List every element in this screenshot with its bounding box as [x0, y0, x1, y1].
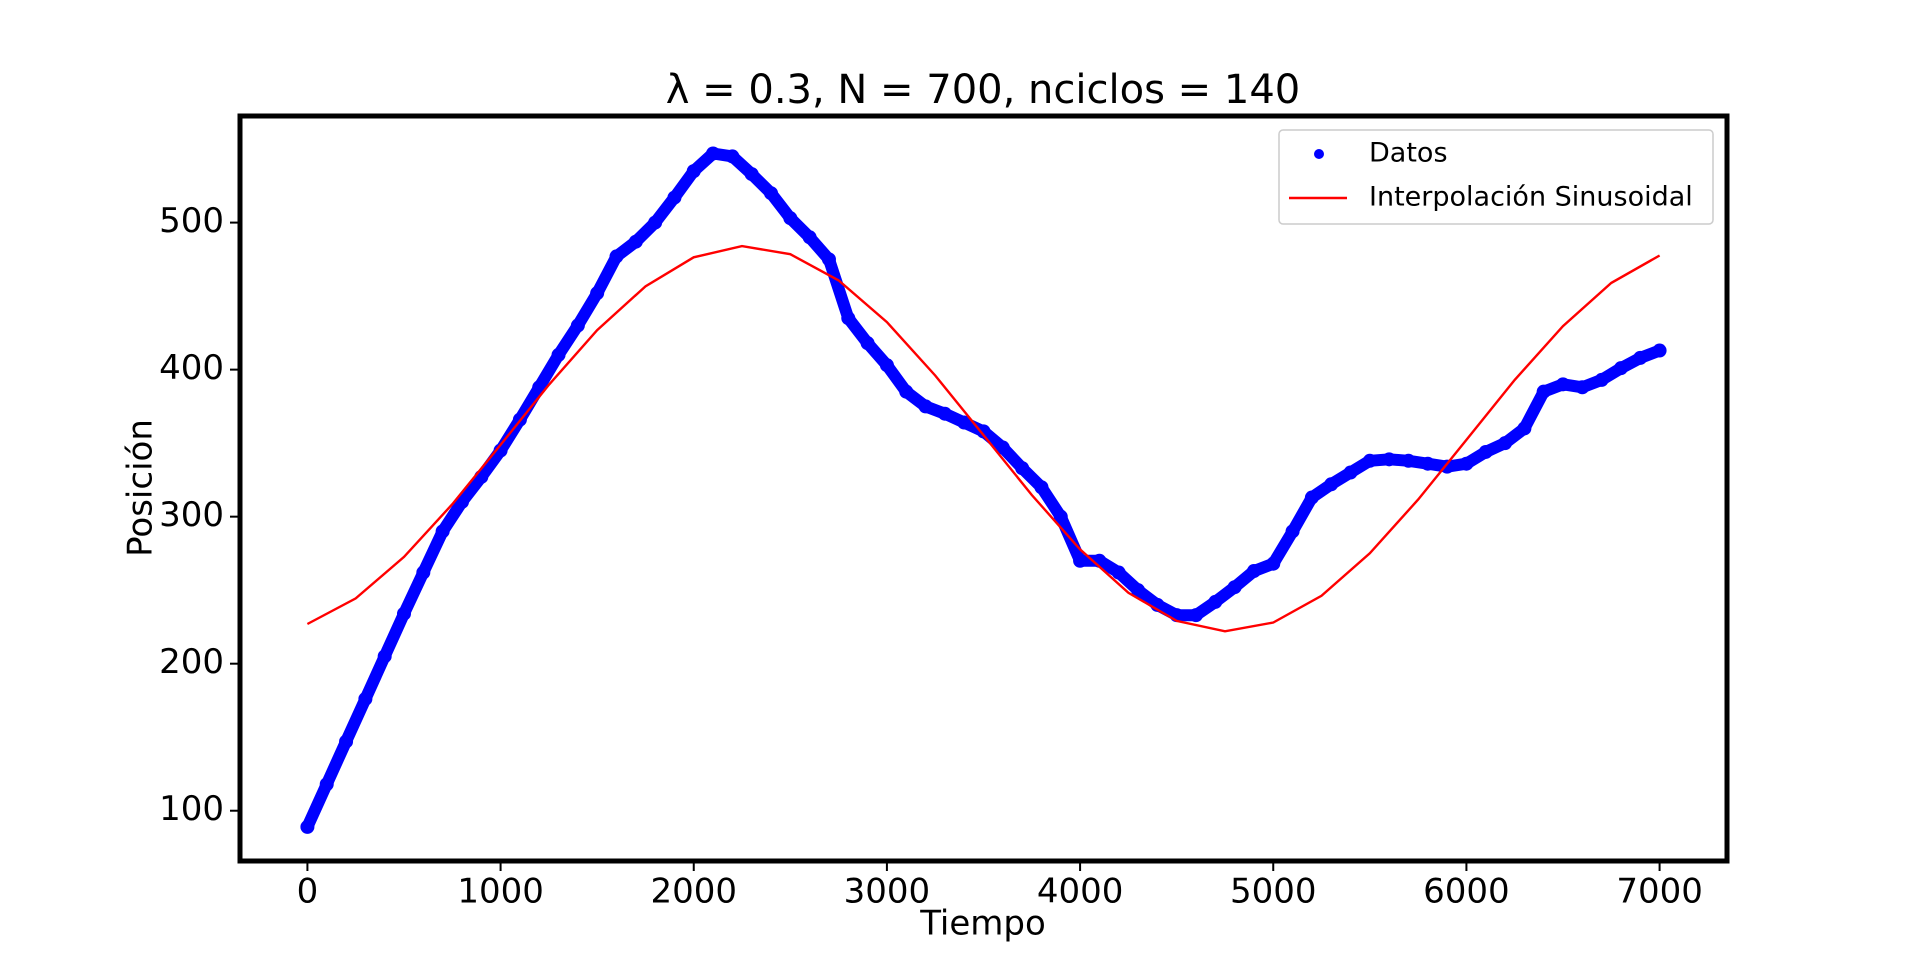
data-point	[1111, 565, 1126, 580]
data-point	[1053, 509, 1068, 524]
x-tick-label: 7000	[1616, 872, 1703, 912]
data-point	[590, 286, 605, 301]
chart-title: λ = 0.3, N = 700, nciclos = 140	[666, 67, 1300, 113]
x-tick-label: 5000	[1230, 872, 1317, 912]
data-point	[609, 249, 624, 264]
data-point	[976, 424, 991, 439]
data-point	[899, 384, 914, 399]
data-point	[725, 149, 740, 164]
x-tick-label: 1000	[457, 872, 544, 912]
x-tick-label: 0	[297, 872, 319, 912]
legend-label: Datos	[1369, 138, 1448, 169]
data-point	[1440, 459, 1455, 474]
y-tick-label: 400	[159, 348, 224, 388]
y-tick-label: 500	[159, 201, 224, 241]
data-point	[319, 777, 334, 792]
data-point	[1633, 350, 1648, 365]
data-point	[416, 565, 431, 580]
data-point	[937, 406, 952, 421]
data-point	[686, 164, 701, 179]
data-point	[918, 399, 933, 414]
legend-marker	[1314, 149, 1324, 159]
data-point	[841, 311, 856, 326]
data-point	[995, 440, 1010, 455]
data-point	[1208, 594, 1223, 609]
data-point	[339, 734, 354, 749]
data-point	[1613, 361, 1628, 376]
data-point	[706, 146, 721, 161]
y-tick-label: 300	[159, 495, 224, 535]
legend-box	[1278, 129, 1714, 225]
data-point	[744, 167, 759, 182]
data-point	[1034, 480, 1049, 495]
data-point	[493, 443, 508, 458]
data-point	[1227, 580, 1242, 595]
data-point	[1459, 456, 1474, 471]
data-point	[377, 649, 392, 664]
data-point	[1594, 372, 1609, 387]
data-point	[1285, 524, 1300, 539]
data-point	[1131, 583, 1146, 598]
data-point	[1382, 452, 1397, 467]
x-tick-label: 2000	[650, 872, 737, 912]
plot-frame	[237, 113, 1730, 864]
y-tick-label: 200	[159, 642, 224, 682]
data-point	[570, 318, 585, 333]
data-point	[1343, 465, 1358, 480]
data-point	[1517, 421, 1532, 436]
data-point	[1015, 461, 1030, 476]
data-point	[648, 215, 663, 230]
data-point	[1362, 453, 1377, 468]
x-tick-label: 6000	[1423, 872, 1510, 912]
data-point	[358, 691, 373, 706]
data-point	[474, 469, 489, 484]
x-tick-label: 3000	[844, 872, 931, 912]
y-axis-label: Posición	[121, 419, 161, 557]
data-point	[783, 211, 798, 226]
data-point	[1073, 553, 1088, 568]
legend-label: Interpolación Sinusoidal	[1369, 182, 1693, 213]
data-point	[435, 524, 450, 539]
y-tick-label: 100	[159, 789, 224, 829]
data-point	[1401, 453, 1416, 468]
data-point	[879, 358, 894, 373]
data-point	[551, 347, 566, 362]
x-tick-label: 4000	[1037, 872, 1124, 912]
data-point	[1556, 377, 1571, 392]
data-point	[957, 415, 972, 430]
data-point	[764, 186, 779, 201]
data-point	[1498, 436, 1513, 451]
data-point	[1266, 556, 1281, 571]
data-point	[300, 819, 315, 834]
data-point	[1324, 477, 1339, 492]
fit-line	[306, 244, 1661, 633]
data-point	[1246, 564, 1261, 579]
data-point	[628, 234, 643, 249]
data-point	[802, 230, 817, 245]
x-axis-label: Tiempo	[919, 904, 1046, 944]
data-point	[1304, 490, 1319, 505]
data-trace	[301, 147, 1666, 833]
data-point	[1420, 456, 1435, 471]
data-point	[396, 606, 411, 621]
data-point	[1536, 384, 1551, 399]
data-point	[667, 190, 682, 205]
data-point	[1188, 608, 1203, 623]
data-point	[1652, 343, 1667, 358]
data-point	[821, 252, 836, 267]
data-point	[860, 336, 875, 351]
data-point	[1478, 444, 1493, 459]
data-point	[1575, 380, 1590, 395]
